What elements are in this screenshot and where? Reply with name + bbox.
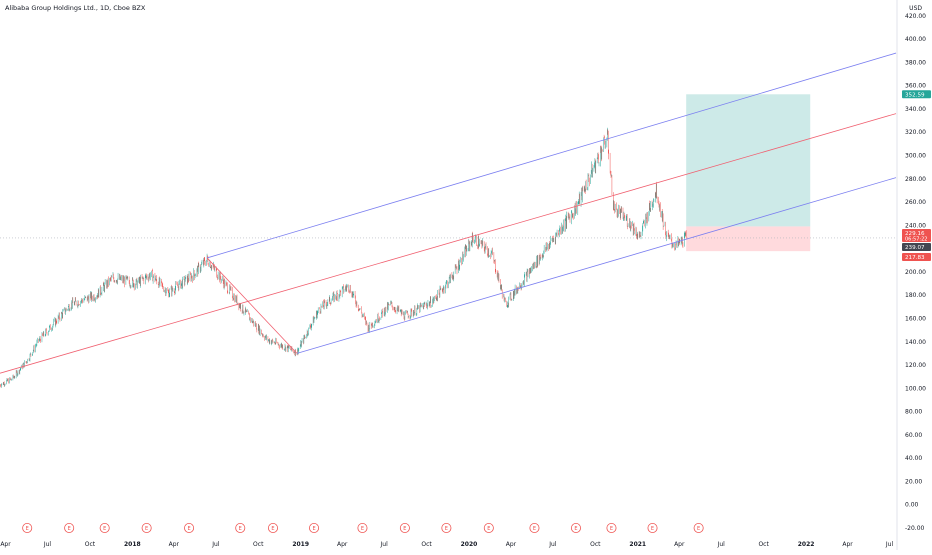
earnings-marker-label: E xyxy=(361,526,364,532)
x-tick-label: Oct xyxy=(758,541,769,548)
x-tick-label: Oct xyxy=(253,541,264,548)
x-tick-label: Apr xyxy=(674,541,685,548)
y-tick-label: 380.00 xyxy=(905,59,926,66)
x-tick-label: Jul xyxy=(548,541,557,548)
y-tick-label: 400.00 xyxy=(905,36,926,43)
x-tick-label: 2019 xyxy=(292,541,309,548)
y-tick-label: 320.00 xyxy=(905,129,926,136)
channel-middle-line xyxy=(0,113,897,374)
x-tick-label: Jul xyxy=(380,541,389,548)
x-tick-label: Jul xyxy=(885,541,894,548)
earnings-marker-label: E xyxy=(403,526,406,532)
earnings-marker-label: E xyxy=(651,526,654,532)
earnings-marker-circle xyxy=(647,523,658,534)
price-tag-countdown: 06:57:22 xyxy=(905,237,927,243)
earnings-marker-circle xyxy=(22,523,33,534)
x-tick-label: 2021 xyxy=(629,541,646,548)
earnings-marker-label: E xyxy=(445,526,448,532)
earnings-marker-circle xyxy=(64,523,75,534)
y-tick-label: 360.00 xyxy=(905,83,926,90)
price-tag-label: 352.59 xyxy=(905,92,925,98)
earnings-marker-label: E xyxy=(68,526,71,532)
y-tick-label: 100.00 xyxy=(905,385,926,392)
y-tick-label: 200.00 xyxy=(905,269,926,276)
price-tag-label: 239.07 xyxy=(905,245,925,251)
y-tick-label: 260.00 xyxy=(905,199,926,206)
channel-anchor-line xyxy=(206,257,298,354)
y-tick-label: 280.00 xyxy=(905,176,926,183)
earnings-marker-label: E xyxy=(239,526,242,532)
earnings-marker-label: E xyxy=(574,526,577,532)
x-tick-label: 2018 xyxy=(124,541,141,548)
price-tag-label: 229.16 xyxy=(905,231,925,237)
earnings-marker-label: E xyxy=(697,526,700,532)
y-tick-label: 140.00 xyxy=(905,339,926,346)
x-tick-label: Apr xyxy=(506,541,517,548)
candles xyxy=(0,127,687,388)
channel-upper-line xyxy=(206,52,897,259)
x-tick-label: 2022 xyxy=(798,541,815,548)
earnings-marker-label: E xyxy=(312,526,315,532)
y-tick-label: 180.00 xyxy=(905,292,926,299)
earnings-marker-circle xyxy=(309,523,320,534)
y-tick-label: 160.00 xyxy=(905,315,926,322)
earnings-marker-circle xyxy=(441,523,452,534)
y-tick-label: 80.00 xyxy=(905,409,922,416)
x-tick-label: Jul xyxy=(43,541,52,548)
earnings-marker-label: E xyxy=(610,526,613,532)
x-tick-label: Jul xyxy=(717,541,726,548)
x-tick-label: Apr xyxy=(337,541,348,548)
x-tick-label: Oct xyxy=(85,541,96,548)
price-tag xyxy=(902,253,931,261)
chart-title: Alibaba Group Holdings Ltd., 1D, Cboe BZ… xyxy=(5,4,146,12)
earnings-marker-circle xyxy=(357,523,368,534)
earnings-marker-label: E xyxy=(26,526,29,532)
y-tick-label: 300.00 xyxy=(905,153,926,160)
earnings-marker-label: E xyxy=(271,526,274,532)
y-tick-label: 420.00 xyxy=(905,13,926,20)
earnings-marker-circle xyxy=(184,523,195,534)
x-tick-label: Apr xyxy=(842,541,853,548)
earnings-marker-circle xyxy=(529,523,540,534)
earnings-marker-label: E xyxy=(187,526,190,532)
earnings-marker-circle xyxy=(606,523,617,534)
x-tick-label: 2020 xyxy=(461,541,478,548)
y-tick-label: 340.00 xyxy=(905,106,926,113)
y-tick-label: -20.00 xyxy=(905,525,925,532)
x-tick-label: Apr xyxy=(169,541,180,548)
x-tick-label: Oct xyxy=(421,541,432,548)
earnings-marker-label: E xyxy=(103,526,106,532)
price-tag xyxy=(902,90,931,99)
earnings-marker-circle xyxy=(235,523,246,534)
earnings-marker-circle xyxy=(693,523,704,534)
x-tick-label: Apr xyxy=(0,541,11,548)
x-tick-label: Oct xyxy=(590,541,601,548)
currency-label: USD xyxy=(909,5,922,12)
earnings-marker-circle xyxy=(399,523,410,534)
earnings-marker-label: E xyxy=(533,526,536,532)
x-tick-label: Jul xyxy=(211,541,220,548)
loss-zone xyxy=(686,226,811,252)
price-tag xyxy=(902,243,931,251)
y-tick-label: 20.00 xyxy=(905,478,922,485)
earnings-marker-label: E xyxy=(145,526,148,532)
y-tick-label: 60.00 xyxy=(905,432,922,439)
profit-zone xyxy=(686,94,811,227)
earnings-marker-circle xyxy=(483,523,494,534)
earnings-marker-circle xyxy=(570,523,581,534)
y-tick-label: 120.00 xyxy=(905,362,926,369)
y-tick-label: 240.00 xyxy=(905,222,926,229)
earnings-marker-circle xyxy=(141,523,152,534)
price-tag xyxy=(902,229,931,242)
channel-lower-line xyxy=(296,177,897,354)
y-tick-label: 40.00 xyxy=(905,455,922,462)
earnings-marker-circle xyxy=(267,523,278,534)
earnings-marker-circle xyxy=(99,523,110,534)
y-tick-label: 0.00 xyxy=(905,502,919,509)
earnings-marker-label: E xyxy=(487,526,490,532)
price-tag-label: 217.83 xyxy=(905,255,925,261)
